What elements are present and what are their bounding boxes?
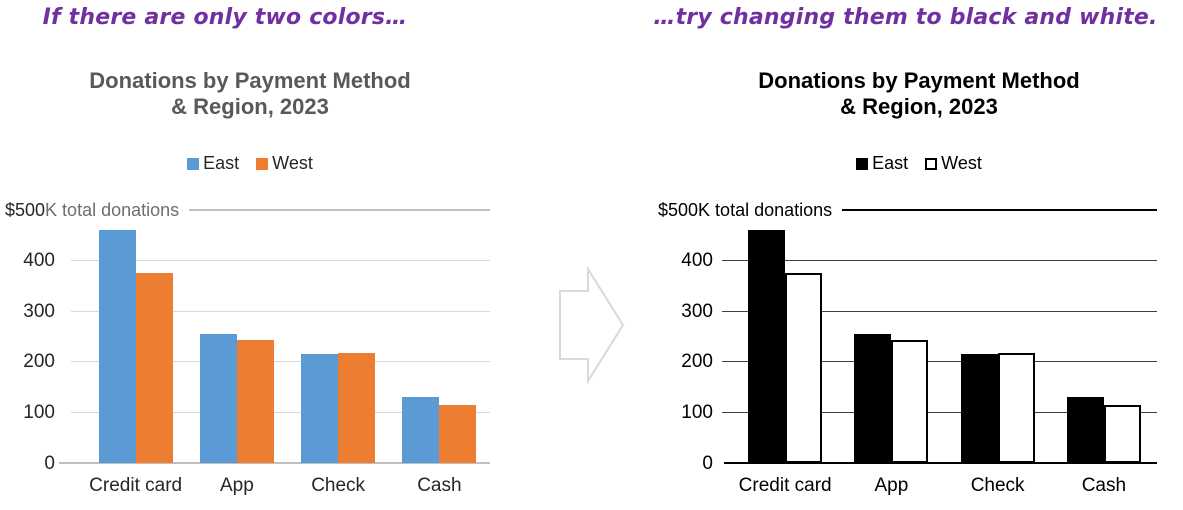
x-category-label: Check: [970, 475, 1025, 496]
chart-title: Donations by Payment Method & Region, 20…: [89, 68, 411, 120]
legend-swatch-west-icon: [256, 157, 269, 170]
plot-area: Credit card App Check Cash: [722, 209, 1157, 496]
y-tick-label: 100: [681, 401, 713, 423]
legend-swatch-east-icon: [187, 157, 200, 170]
caption-right: …try changing them to black and white.: [653, 5, 1158, 30]
bar-east-cash: [402, 397, 440, 463]
gridline: [722, 411, 1157, 413]
gridline: [722, 260, 1157, 262]
x-axis-line: [59, 462, 490, 464]
gridline: [71, 411, 490, 413]
plot-area: Credit card App Check Cash: [59, 209, 490, 496]
bar-east-app: [199, 333, 237, 463]
x-category-label: Check: [311, 475, 366, 496]
y-tick-label: 300: [681, 300, 713, 322]
x-axis-line: [724, 462, 1157, 464]
gridline: [722, 361, 1157, 363]
bar-west-credit-card: [135, 273, 173, 463]
y-axis-note-text: K total donations: [698, 200, 833, 220]
y-tick-label: 300: [23, 300, 55, 322]
bar-east-credit-card: [98, 230, 136, 463]
y-tick-label: 200: [23, 351, 55, 373]
gridline: [71, 260, 490, 262]
legend-item-east: East: [187, 153, 239, 174]
bar-west-check: [338, 353, 376, 463]
bar-west-credit-card: [785, 273, 823, 463]
bar-west-check: [997, 353, 1035, 463]
legend-item-west: West: [925, 153, 982, 174]
x-category-label: Cash: [417, 475, 462, 496]
gridline: [71, 361, 490, 363]
x-category-label: Credit card: [89, 475, 183, 496]
y-axis-labels: 400 300 200 100 0: [0, 210, 55, 473]
y-axis-labels: 400 300 200 100 0: [655, 210, 713, 473]
gridline: [722, 310, 1157, 312]
bar-west-cash: [439, 404, 477, 463]
legend: East West: [0, 153, 500, 174]
legend-swatch-east-icon: [856, 157, 869, 170]
y-axis-top-tick: $500: [658, 200, 699, 220]
y-axis-note-text: K total donations: [45, 200, 180, 220]
legend-label: West: [272, 153, 313, 173]
chart-black-and-white: Donations by Payment Method & Region, 20…: [655, 60, 1183, 510]
legend-swatch-west-icon: [925, 157, 938, 170]
legend-label: East: [203, 153, 240, 173]
bar-west-app: [891, 340, 929, 463]
caption-left: If there are only two colors…: [42, 5, 408, 30]
bar-east-cash: [1066, 397, 1104, 463]
x-category-label: Credit card: [738, 475, 832, 496]
top-axis-line: [842, 209, 1157, 211]
chart-title: Donations by Payment Method & Region, 20…: [758, 68, 1080, 120]
y-axis-top-tick: $500: [5, 200, 46, 220]
y-tick-label: 100: [23, 401, 55, 423]
y-axis-top-label: $500K total donations: [5, 199, 179, 221]
chart-two-colors: Donations by Payment Method & Region, 20…: [0, 60, 500, 510]
legend-item-east: East: [856, 153, 908, 174]
bar-east-app: [854, 333, 892, 463]
x-category-label: Cash: [1081, 475, 1127, 496]
bar-west-app: [236, 340, 274, 463]
gridline: [71, 310, 490, 312]
bar-east-check: [301, 354, 339, 463]
bar-west-cash: [1103, 404, 1141, 463]
y-tick-label: 0: [44, 452, 55, 474]
top-axis-line: [189, 209, 490, 211]
legend-label: West: [941, 153, 982, 173]
legend: East West: [655, 153, 1183, 174]
y-tick-label: 200: [681, 351, 713, 373]
bar-east-credit-card: [748, 230, 786, 463]
y-tick-label: 0: [702, 452, 713, 474]
x-category-label: App: [219, 475, 254, 496]
legend-label: East: [872, 153, 909, 173]
y-axis-top-label: $500K total donations: [658, 199, 832, 221]
legend-item-west: West: [256, 153, 313, 174]
bar-east-check: [960, 354, 998, 463]
right-block-arrow-icon: [559, 266, 625, 384]
x-category-label: App: [874, 475, 909, 496]
y-tick-label: 400: [23, 250, 55, 272]
y-tick-label: 400: [681, 250, 713, 272]
